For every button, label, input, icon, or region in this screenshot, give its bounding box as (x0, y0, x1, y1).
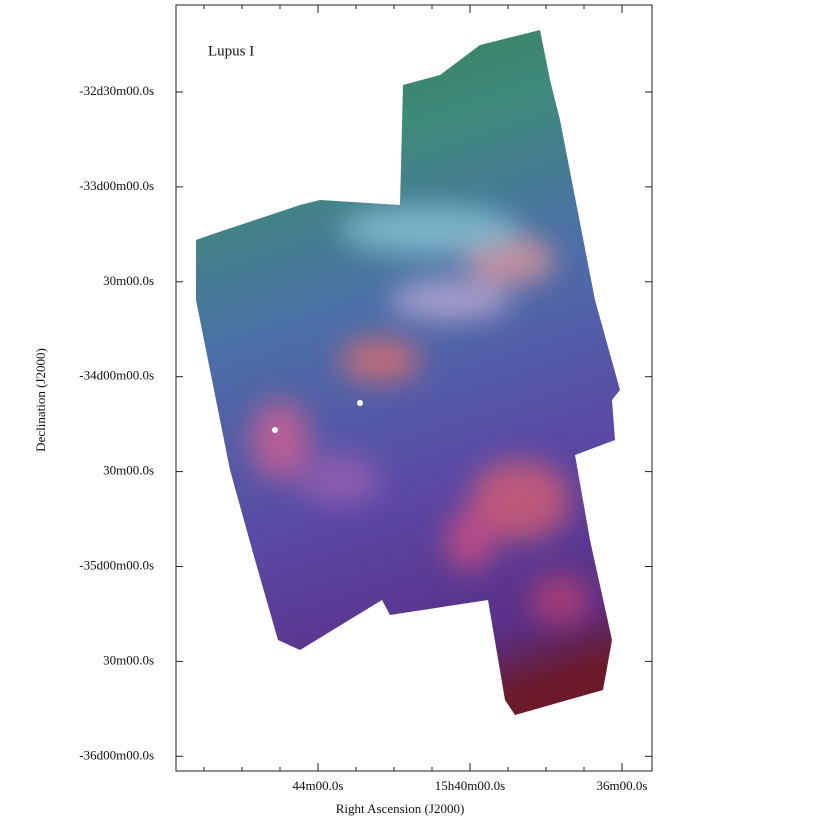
x-axis-label: Right Ascension (J2000) (336, 801, 465, 816)
axis-ticks: -32d30m00.0s -33d00m00.0s 30m00.0s -34d00m0… (79, 5, 652, 793)
y-tick-label: -33d00m00.0s (79, 178, 154, 193)
y-tick-label: 30m00.0s (103, 652, 154, 667)
y-tick-label: -36d00m00.0s (79, 747, 154, 762)
y-tick-label: 30m00.0s (103, 273, 154, 288)
y-tick-label: 30m00.0s (103, 463, 154, 478)
y-tick-label: -34d00m00.0s (79, 368, 154, 383)
y-tick-label: -35d00m00.0s (79, 557, 154, 572)
x-tick-label: 44m00.0s (293, 778, 344, 793)
x-tick-label: 15h40m00.0s (435, 778, 505, 793)
x-tick-label: 36m00.0s (597, 778, 648, 793)
y-tick-label: -32d30m00.0s (79, 83, 154, 98)
image-title: Lupus I (208, 43, 254, 59)
mosaic-image (196, 30, 620, 715)
frame (175, 4, 653, 772)
y-axis-label: Declination (J2000) (33, 348, 48, 452)
